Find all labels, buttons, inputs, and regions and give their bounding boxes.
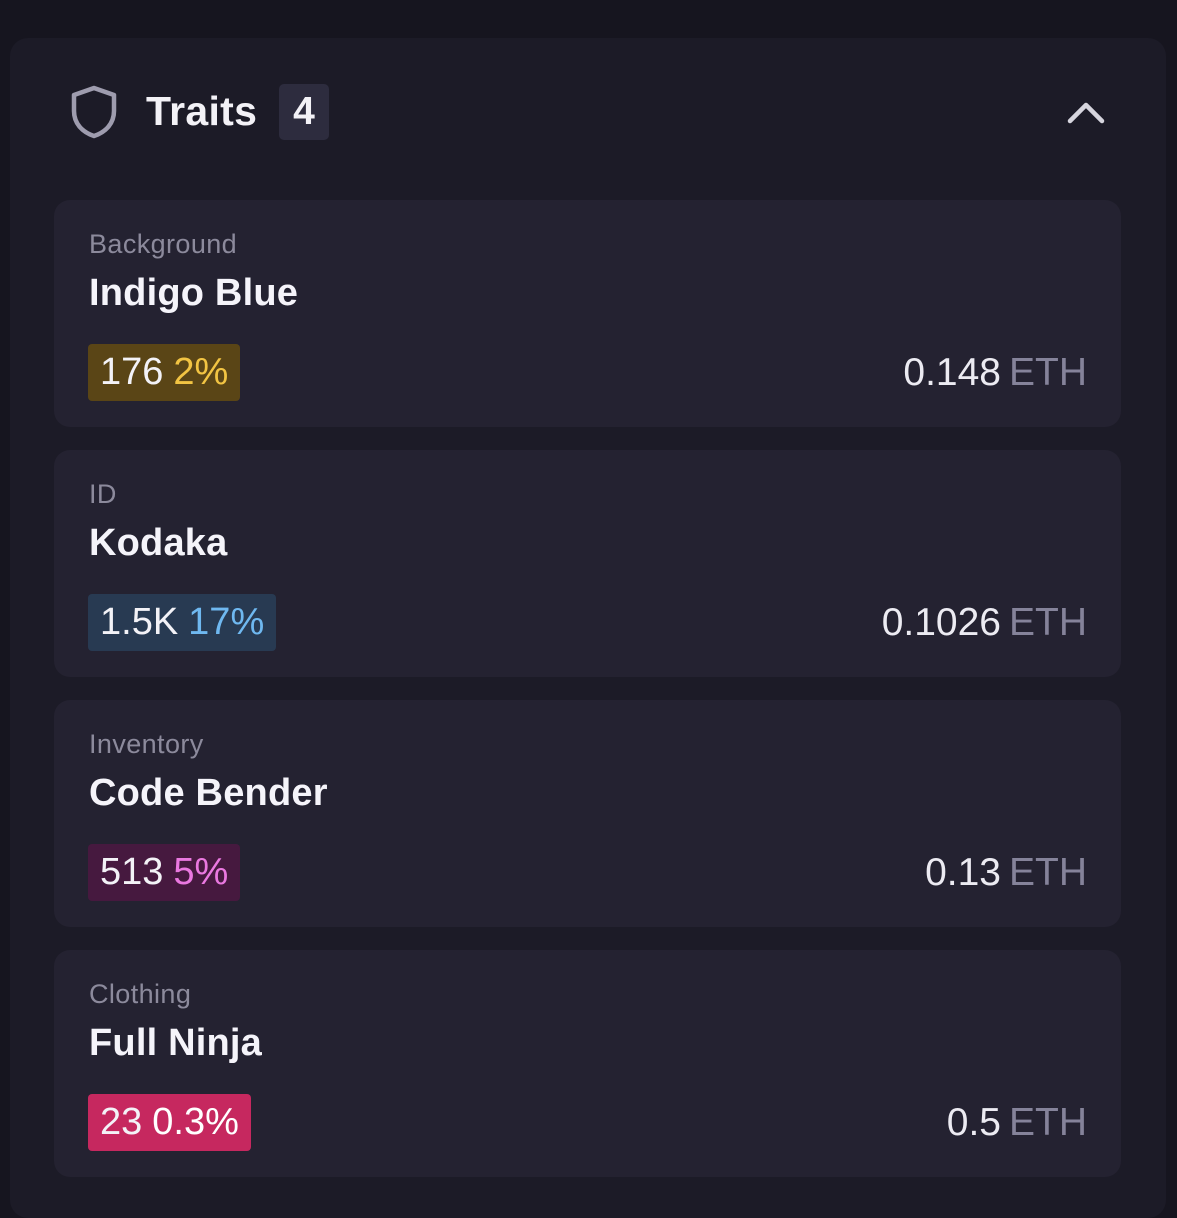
price-value: 0.5: [946, 1101, 1001, 1144]
traits-title: Traits: [146, 88, 258, 134]
price-value: 0.148: [903, 351, 1001, 394]
trait-percent: 0.3%: [152, 1101, 239, 1143]
floor-price: 0.13 ETH: [925, 850, 1087, 896]
shield-icon: [71, 85, 117, 139]
rarity-badge: 23 0.3%: [88, 1094, 251, 1151]
trait-percent: 5%: [173, 851, 229, 893]
trait-type: Clothing: [89, 979, 192, 1009]
trait-card-id[interactable]: ID Kodaka 1.5K 17% 0.1026 ETH: [54, 450, 1121, 677]
floor-price: 0.1026 ETH: [882, 600, 1087, 646]
traits-count-badge: 4: [279, 84, 329, 140]
price-currency: ETH: [1009, 1101, 1087, 1144]
rarity-badge: 176 2%: [88, 344, 241, 401]
rarity-badge: 513 5%: [88, 844, 241, 901]
trait-card-clothing[interactable]: Clothing Full Ninja 23 0.3% 0.5 ETH: [54, 950, 1121, 1177]
trait-card-background[interactable]: Background Indigo Blue 176 2% 0.148 ETH: [54, 200, 1121, 427]
trait-value: Indigo Blue: [89, 272, 299, 314]
price-currency: ETH: [1009, 601, 1087, 644]
traits-header[interactable]: Traits 4: [10, 38, 1166, 188]
trait-value: Full Ninja: [89, 1022, 262, 1064]
trait-count: 176: [100, 351, 164, 393]
price-value: 0.1026: [881, 601, 1001, 644]
trait-count: 1.5K: [100, 601, 179, 643]
traits-panel: Traits 4 Background Indigo Blue 176 2% 0.…: [10, 38, 1166, 1218]
price-currency: ETH: [1009, 351, 1087, 394]
trait-type: ID: [89, 479, 117, 509]
price-value: 0.13: [925, 851, 1001, 894]
trait-type: Inventory: [89, 729, 204, 759]
chevron-up-icon[interactable]: [1064, 94, 1108, 128]
trait-percent: 2%: [173, 351, 229, 393]
trait-value: Code Bender: [89, 772, 328, 814]
trait-type: Background: [89, 229, 238, 259]
floor-price: 0.5 ETH: [947, 1100, 1087, 1146]
floor-price: 0.148 ETH: [903, 350, 1087, 396]
trait-count: 23: [100, 1101, 143, 1143]
trait-percent: 17%: [188, 601, 265, 643]
price-currency: ETH: [1009, 851, 1087, 894]
trait-count: 513: [100, 851, 164, 893]
rarity-badge: 1.5K 17%: [88, 594, 277, 651]
trait-value: Kodaka: [89, 522, 228, 564]
trait-card-inventory[interactable]: Inventory Code Bender 513 5% 0.13 ETH: [54, 700, 1121, 927]
